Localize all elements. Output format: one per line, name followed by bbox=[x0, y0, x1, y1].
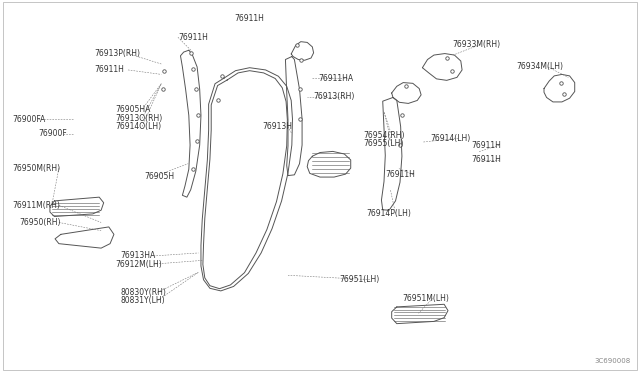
Text: 76912M(LH): 76912M(LH) bbox=[115, 260, 162, 269]
Text: 76911H: 76911H bbox=[178, 33, 208, 42]
Text: 76911M(RH): 76911M(RH) bbox=[13, 201, 61, 210]
Text: 76914P(LH): 76914P(LH) bbox=[366, 209, 411, 218]
Text: 76913HA: 76913HA bbox=[120, 251, 156, 260]
Text: 76905HA: 76905HA bbox=[115, 105, 150, 114]
Text: 80830Y(RH): 80830Y(RH) bbox=[120, 288, 166, 297]
Text: 76911H: 76911H bbox=[235, 14, 264, 23]
Text: 76905H: 76905H bbox=[144, 172, 174, 181]
Text: 76950(RH): 76950(RH) bbox=[19, 218, 61, 227]
Text: 76914(LH): 76914(LH) bbox=[430, 134, 470, 143]
Text: 3C690008: 3C690008 bbox=[594, 358, 630, 364]
Text: 76950M(RH): 76950M(RH) bbox=[13, 164, 61, 173]
Text: 76911H: 76911H bbox=[385, 170, 415, 179]
Text: 76934M(LH): 76934M(LH) bbox=[516, 62, 563, 71]
Text: 76913P(RH): 76913P(RH) bbox=[95, 49, 141, 58]
Text: 76933M(RH): 76933M(RH) bbox=[452, 40, 500, 49]
Text: 76913(RH): 76913(RH) bbox=[314, 92, 355, 101]
Text: 76914O(LH): 76914O(LH) bbox=[115, 122, 161, 131]
Text: 76911H: 76911H bbox=[95, 65, 125, 74]
Text: 76911HA: 76911HA bbox=[319, 74, 354, 83]
Text: 76913H: 76913H bbox=[262, 122, 292, 131]
Text: 76954(RH): 76954(RH) bbox=[364, 131, 405, 140]
Text: 76911H: 76911H bbox=[471, 141, 501, 150]
Text: 76951(LH): 76951(LH) bbox=[339, 275, 380, 284]
Text: 76951M(LH): 76951M(LH) bbox=[402, 294, 449, 303]
Text: 76913O(RH): 76913O(RH) bbox=[115, 114, 163, 123]
Text: 80831Y(LH): 80831Y(LH) bbox=[120, 296, 165, 305]
Text: 76900FA: 76900FA bbox=[13, 115, 46, 124]
Text: 76900F: 76900F bbox=[38, 129, 67, 138]
Text: 76911H: 76911H bbox=[471, 155, 501, 164]
Text: 76955(LH): 76955(LH) bbox=[364, 139, 404, 148]
